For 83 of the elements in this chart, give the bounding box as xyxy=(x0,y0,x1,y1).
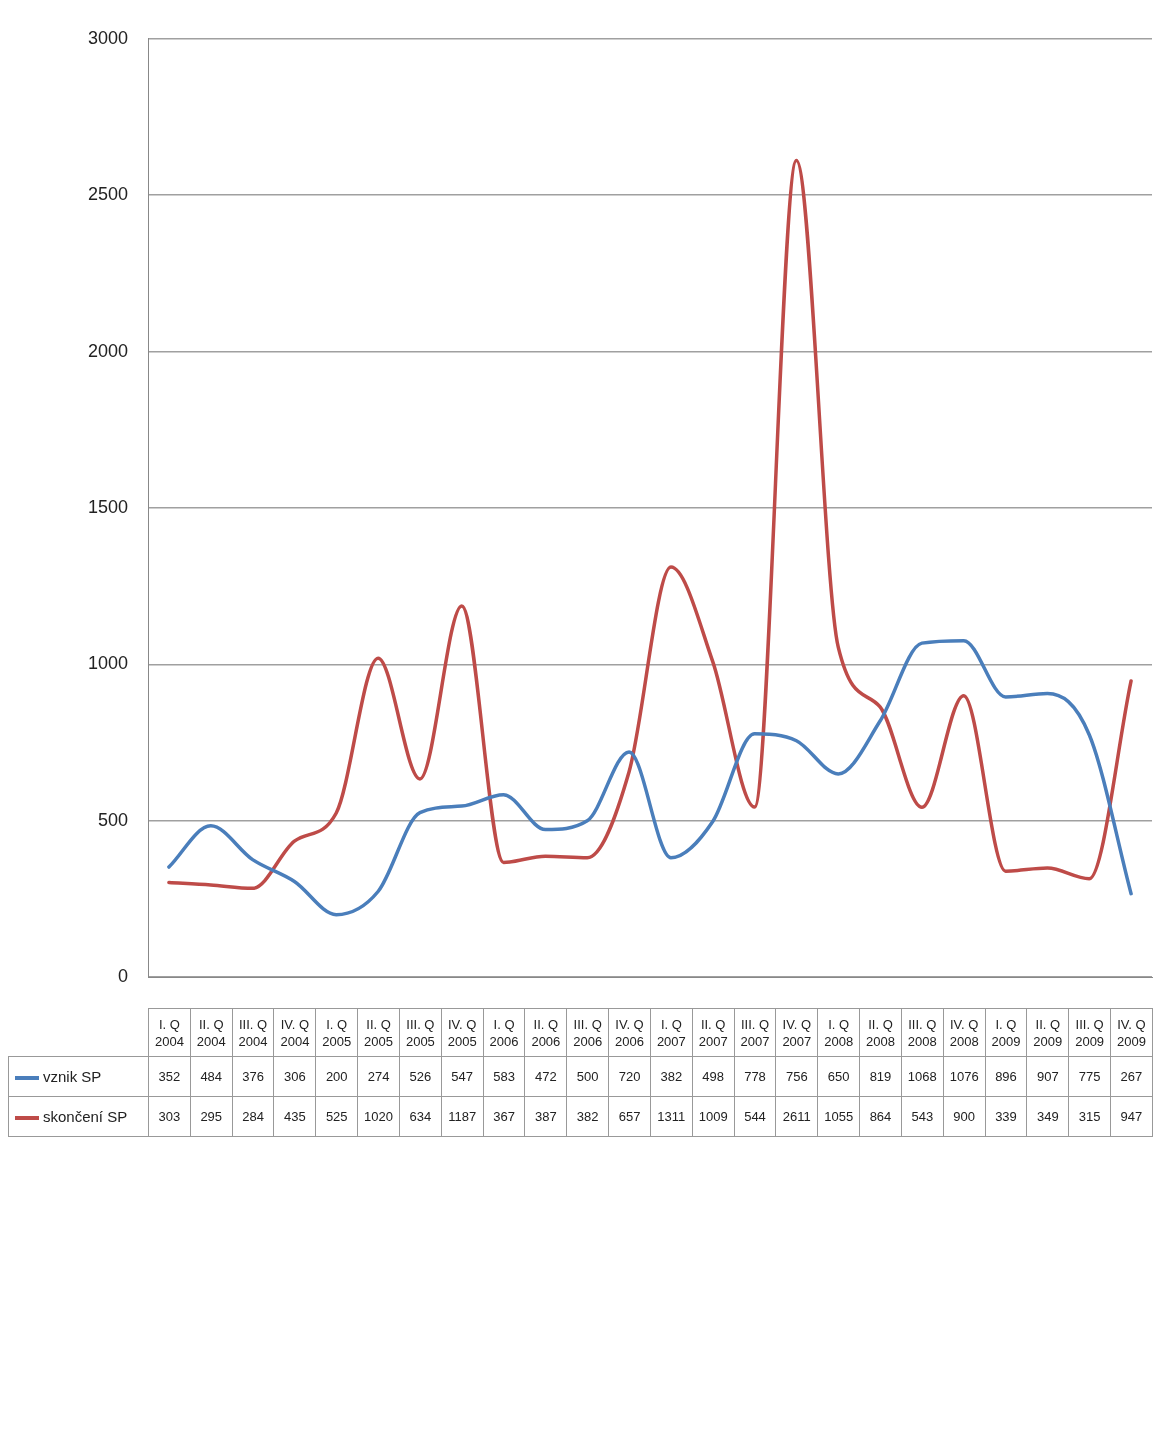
x-tick-label: IV. Q 2005 xyxy=(441,1008,484,1057)
legend-label: vznik SP xyxy=(43,1068,102,1085)
data-label: 2611 xyxy=(775,1096,818,1137)
y-tick-label: 1000 xyxy=(87,653,128,674)
legend-label: skončení SP xyxy=(43,1108,128,1125)
data-label: 543 xyxy=(901,1096,944,1137)
data-label: 1009 xyxy=(692,1096,735,1137)
y-tick-label: 3000 xyxy=(87,27,128,48)
y-tick-label: 2000 xyxy=(87,340,128,361)
x-tick-label: III. Q 2005 xyxy=(399,1008,442,1057)
data-label: 634 xyxy=(399,1096,442,1137)
data-label: 339 xyxy=(985,1096,1027,1137)
data-label: 896 xyxy=(985,1056,1027,1097)
y-tick-label: 2500 xyxy=(87,184,128,205)
x-tick-label: II. Q 2009 xyxy=(1026,1008,1069,1057)
data-label: 376 xyxy=(232,1056,274,1097)
data-label: 583 xyxy=(483,1056,525,1097)
x-tick-label: IV. Q 2008 xyxy=(943,1008,986,1057)
x-tick-label: II. Q 2008 xyxy=(859,1008,902,1057)
data-label: 472 xyxy=(524,1056,567,1097)
data-label: 864 xyxy=(859,1096,902,1137)
x-tick-label: I. Q 2005 xyxy=(315,1008,358,1057)
x-tick-label: III. Q 2004 xyxy=(232,1008,274,1057)
y-tick-label: 1500 xyxy=(87,496,128,517)
data-label: 1068 xyxy=(901,1056,944,1097)
x-tick-label: II. Q 2007 xyxy=(692,1008,735,1057)
data-label: 657 xyxy=(608,1096,651,1137)
data-label: 498 xyxy=(692,1056,735,1097)
x-tick-label: I. Q 2006 xyxy=(483,1008,525,1057)
line-series xyxy=(167,158,1133,891)
data-label: 315 xyxy=(1068,1096,1111,1137)
data-label: 1187 xyxy=(441,1096,484,1137)
data-label: 650 xyxy=(817,1056,860,1097)
x-tick-label: III. Q 2009 xyxy=(1068,1008,1111,1057)
line-series xyxy=(167,638,1133,917)
x-tick-label: I. Q 2008 xyxy=(817,1008,860,1057)
data-label: 387 xyxy=(524,1096,567,1137)
data-label: 484 xyxy=(190,1056,233,1097)
data-label: 907 xyxy=(1026,1056,1069,1097)
x-tick-label: III. Q 2007 xyxy=(734,1008,776,1057)
x-tick-label: I. Q 2007 xyxy=(650,1008,693,1057)
data-label: 544 xyxy=(734,1096,776,1137)
y-tick-label: 0 xyxy=(117,966,128,987)
data-label: 1020 xyxy=(357,1096,400,1137)
data-label: 349 xyxy=(1026,1096,1069,1137)
data-label: 306 xyxy=(273,1056,316,1097)
data-label: 303 xyxy=(148,1096,191,1137)
data-label: 500 xyxy=(566,1056,609,1097)
x-tick-label: III. Q 2006 xyxy=(566,1008,609,1057)
x-tick-label: IV. Q 2007 xyxy=(775,1008,818,1057)
data-label: 1311 xyxy=(650,1096,693,1137)
data-label: 775 xyxy=(1068,1056,1111,1097)
x-tick-label: IV. Q 2004 xyxy=(273,1008,316,1057)
data-label: 720 xyxy=(608,1056,651,1097)
data-label: 274 xyxy=(357,1056,400,1097)
data-label: 525 xyxy=(315,1096,358,1137)
x-tick-label: I. Q 2004 xyxy=(148,1008,191,1057)
data-label: 1055 xyxy=(817,1096,860,1137)
x-tick-label: IV. Q 2009 xyxy=(1110,1008,1153,1057)
data-label: 819 xyxy=(859,1056,902,1097)
data-label: 352 xyxy=(148,1056,191,1097)
data-label: 947 xyxy=(1110,1096,1153,1137)
data-label: 382 xyxy=(566,1096,609,1137)
data-label: 756 xyxy=(775,1056,818,1097)
data-label: 367 xyxy=(483,1096,525,1137)
x-tick-label: I. Q 2009 xyxy=(985,1008,1027,1057)
data-label: 200 xyxy=(315,1056,358,1097)
y-tick-label: 500 xyxy=(97,809,128,830)
data-label: 267 xyxy=(1110,1056,1153,1097)
data-label: 547 xyxy=(441,1056,484,1097)
x-tick-label: II. Q 2004 xyxy=(190,1008,233,1057)
data-label: 435 xyxy=(273,1096,316,1137)
data-label: 900 xyxy=(943,1096,986,1137)
data-label: 526 xyxy=(399,1056,442,1097)
x-tick-label: IV. Q 2006 xyxy=(608,1008,651,1057)
data-label: 382 xyxy=(650,1056,693,1097)
x-tick-label: II. Q 2005 xyxy=(357,1008,400,1057)
x-tick-label: III. Q 2008 xyxy=(901,1008,944,1057)
data-label: 284 xyxy=(232,1096,274,1137)
data-label: 1076 xyxy=(943,1056,986,1097)
data-label: 295 xyxy=(190,1096,233,1137)
x-tick-label: II. Q 2006 xyxy=(524,1008,567,1057)
data-label: 778 xyxy=(734,1056,776,1097)
